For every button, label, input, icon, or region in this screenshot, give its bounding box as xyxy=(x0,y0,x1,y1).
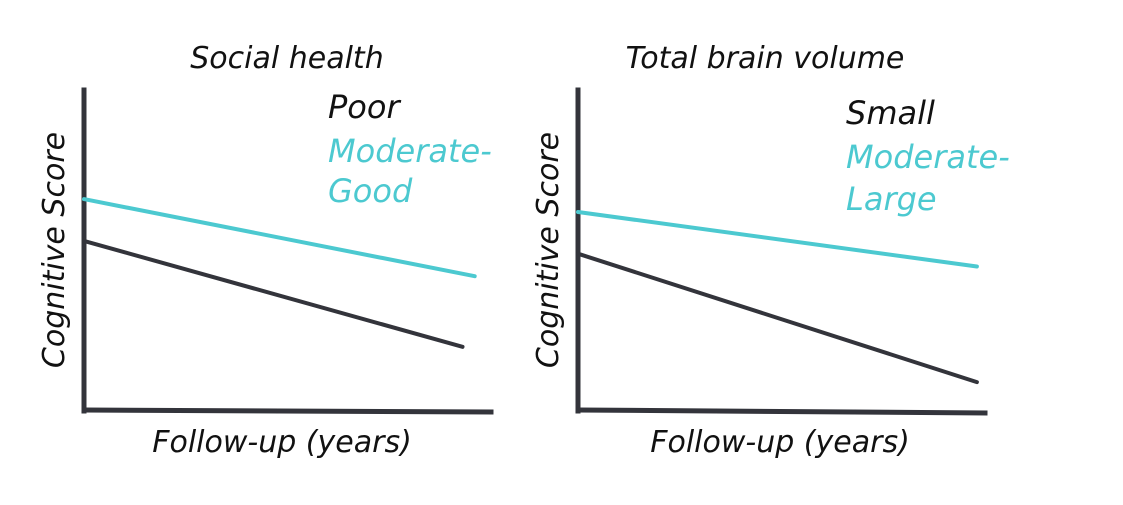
series-line-moderate-large xyxy=(576,210,979,269)
series-lines xyxy=(576,210,979,385)
x-axis-line xyxy=(81,407,494,415)
y-axis-label: Cognitive Score xyxy=(37,132,72,368)
legend-item-small: Small xyxy=(846,94,935,132)
chart-title: Social health xyxy=(190,41,383,76)
chart-panel-total-brain-volume: Total brain volume Cognitive Score Follo… xyxy=(531,41,1010,460)
legend-item-moderate-large-line-1: Moderate- xyxy=(846,138,1010,176)
legend-item-poor: Poor xyxy=(328,88,401,126)
legend-item-moderate-good-line-2: Good xyxy=(328,172,413,210)
series-line-moderate-good xyxy=(82,197,477,279)
y-axis-label: Cognitive Score xyxy=(531,132,566,368)
series-line-poor xyxy=(82,238,465,349)
x-axis-label: Follow-up (years) xyxy=(650,425,910,460)
x-axis-line xyxy=(575,407,988,416)
chart-panel-social-health: Social health Cognitive Score Follow-up … xyxy=(37,41,494,460)
legend-item-moderate-large-line-2: Large xyxy=(846,180,937,218)
chart-title: Total brain volume xyxy=(626,41,905,76)
series-line-small xyxy=(576,251,979,385)
x-axis-label: Follow-up (years) xyxy=(152,425,412,460)
legend-item-moderate-good-line-1: Moderate- xyxy=(328,132,492,170)
series-lines xyxy=(82,197,477,349)
